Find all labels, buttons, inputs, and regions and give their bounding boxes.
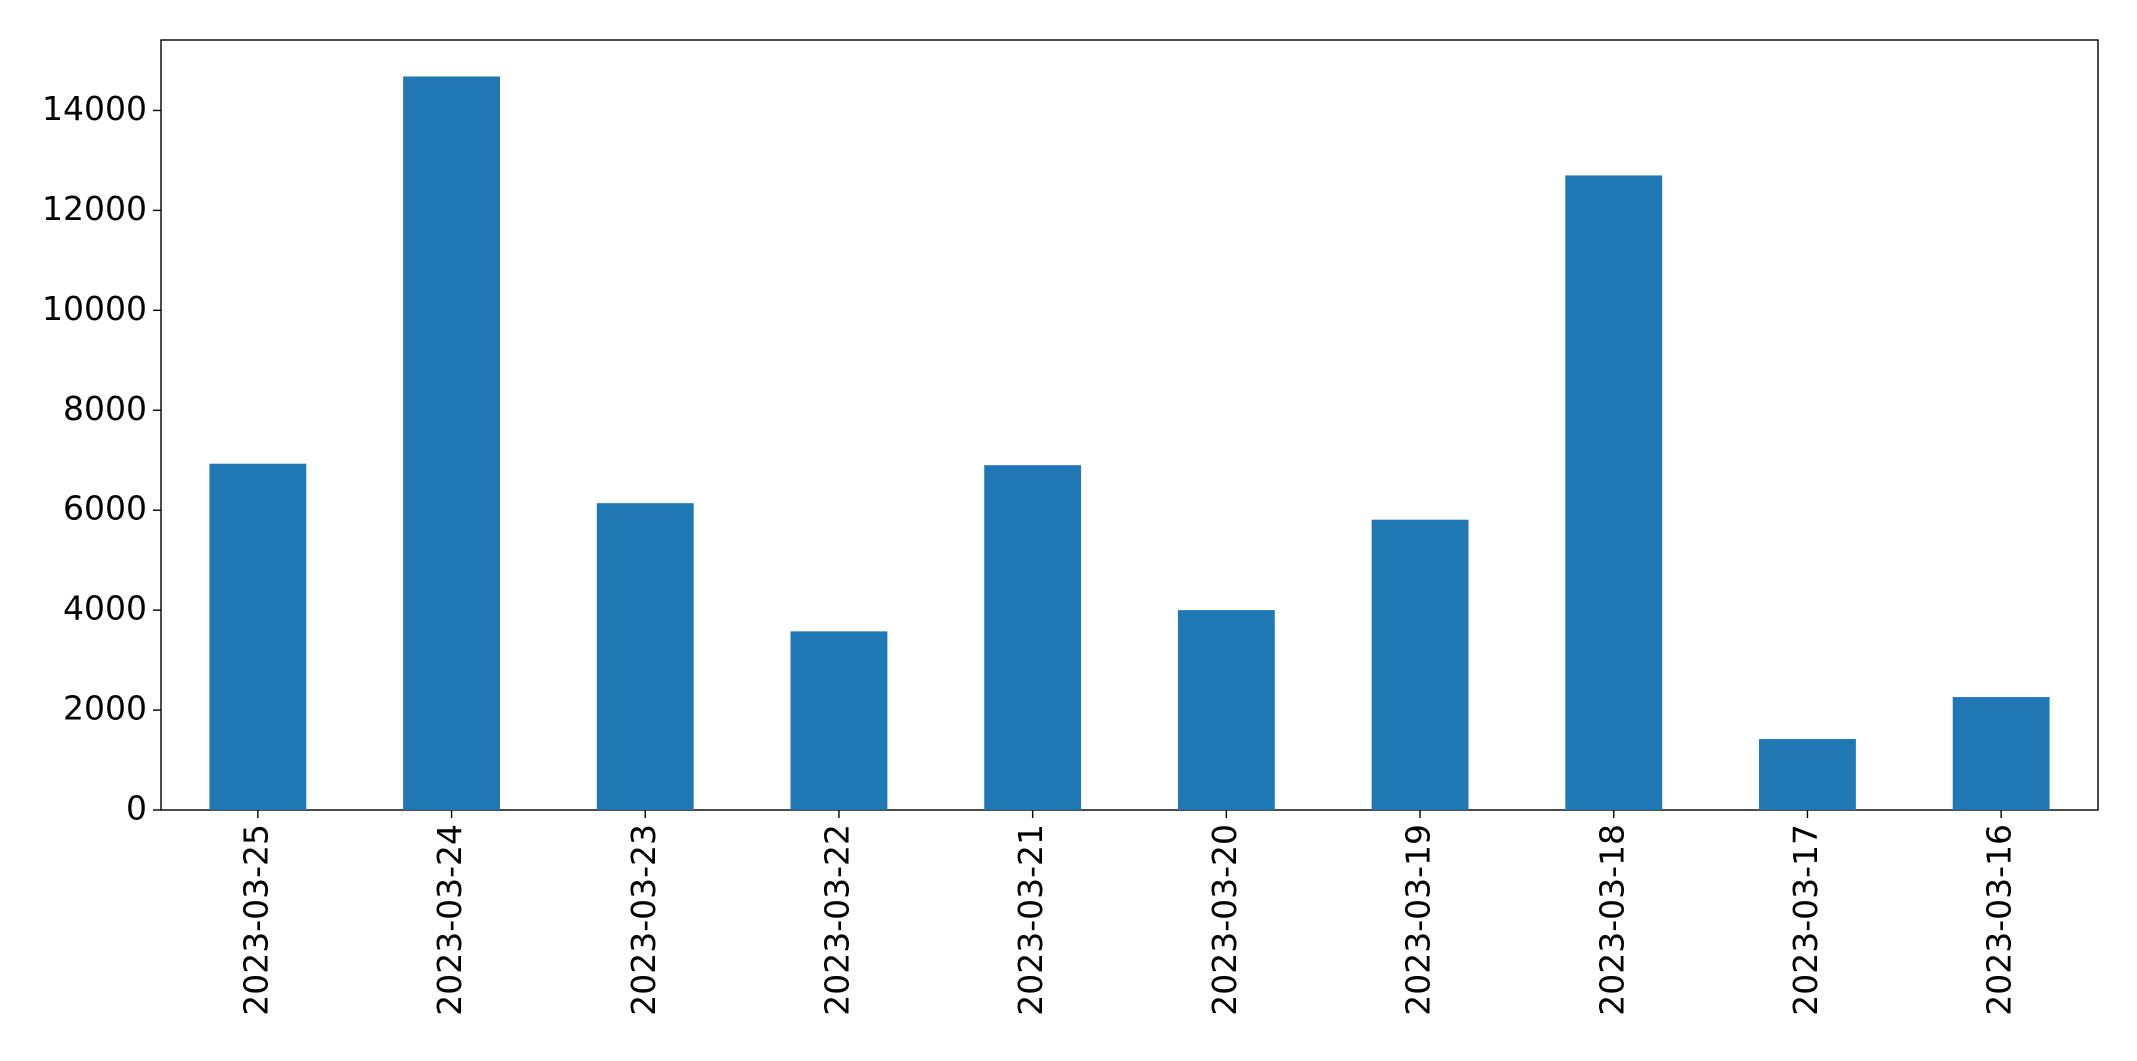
plot-frame: [160, 39, 2099, 811]
x-tick-label: 2023-03-18: [1592, 824, 1631, 1016]
x-tick-label: 2023-03-20: [1205, 824, 1244, 1016]
y-tick-label: 10000: [42, 289, 147, 328]
bar: [403, 76, 500, 810]
x-tick-label: 2023-03-24: [430, 824, 469, 1016]
y-tick-label: 6000: [63, 489, 147, 528]
y-tick-label: 2000: [63, 689, 147, 728]
bar: [984, 465, 1082, 810]
y-tick-label: 0: [126, 789, 147, 828]
bar: [209, 463, 307, 810]
x-tick-label: 2023-03-25: [236, 824, 275, 1016]
bar: [1177, 610, 1275, 810]
bar: [1565, 175, 1663, 811]
y-tick-label: 4000: [63, 589, 147, 628]
x-tick-label: 2023-03-22: [817, 824, 856, 1016]
x-tick-label: 2023-03-21: [1011, 824, 1050, 1016]
bar: [1371, 519, 1469, 810]
bar: [1759, 739, 1856, 810]
x-tick-label: 2023-03-17: [1786, 824, 1825, 1016]
x-tick-label: 2023-03-19: [1399, 824, 1438, 1016]
x-tick-label: 2023-03-23: [624, 824, 663, 1016]
x-tick-label: 2023-03-16: [1980, 824, 2019, 1016]
y-tick-label: 14000: [42, 89, 147, 128]
bar: [596, 503, 694, 810]
y-tick-label: 8000: [63, 389, 147, 428]
y-tick-label: 12000: [42, 189, 147, 228]
bar: [1952, 697, 2050, 810]
bar: [790, 631, 888, 810]
